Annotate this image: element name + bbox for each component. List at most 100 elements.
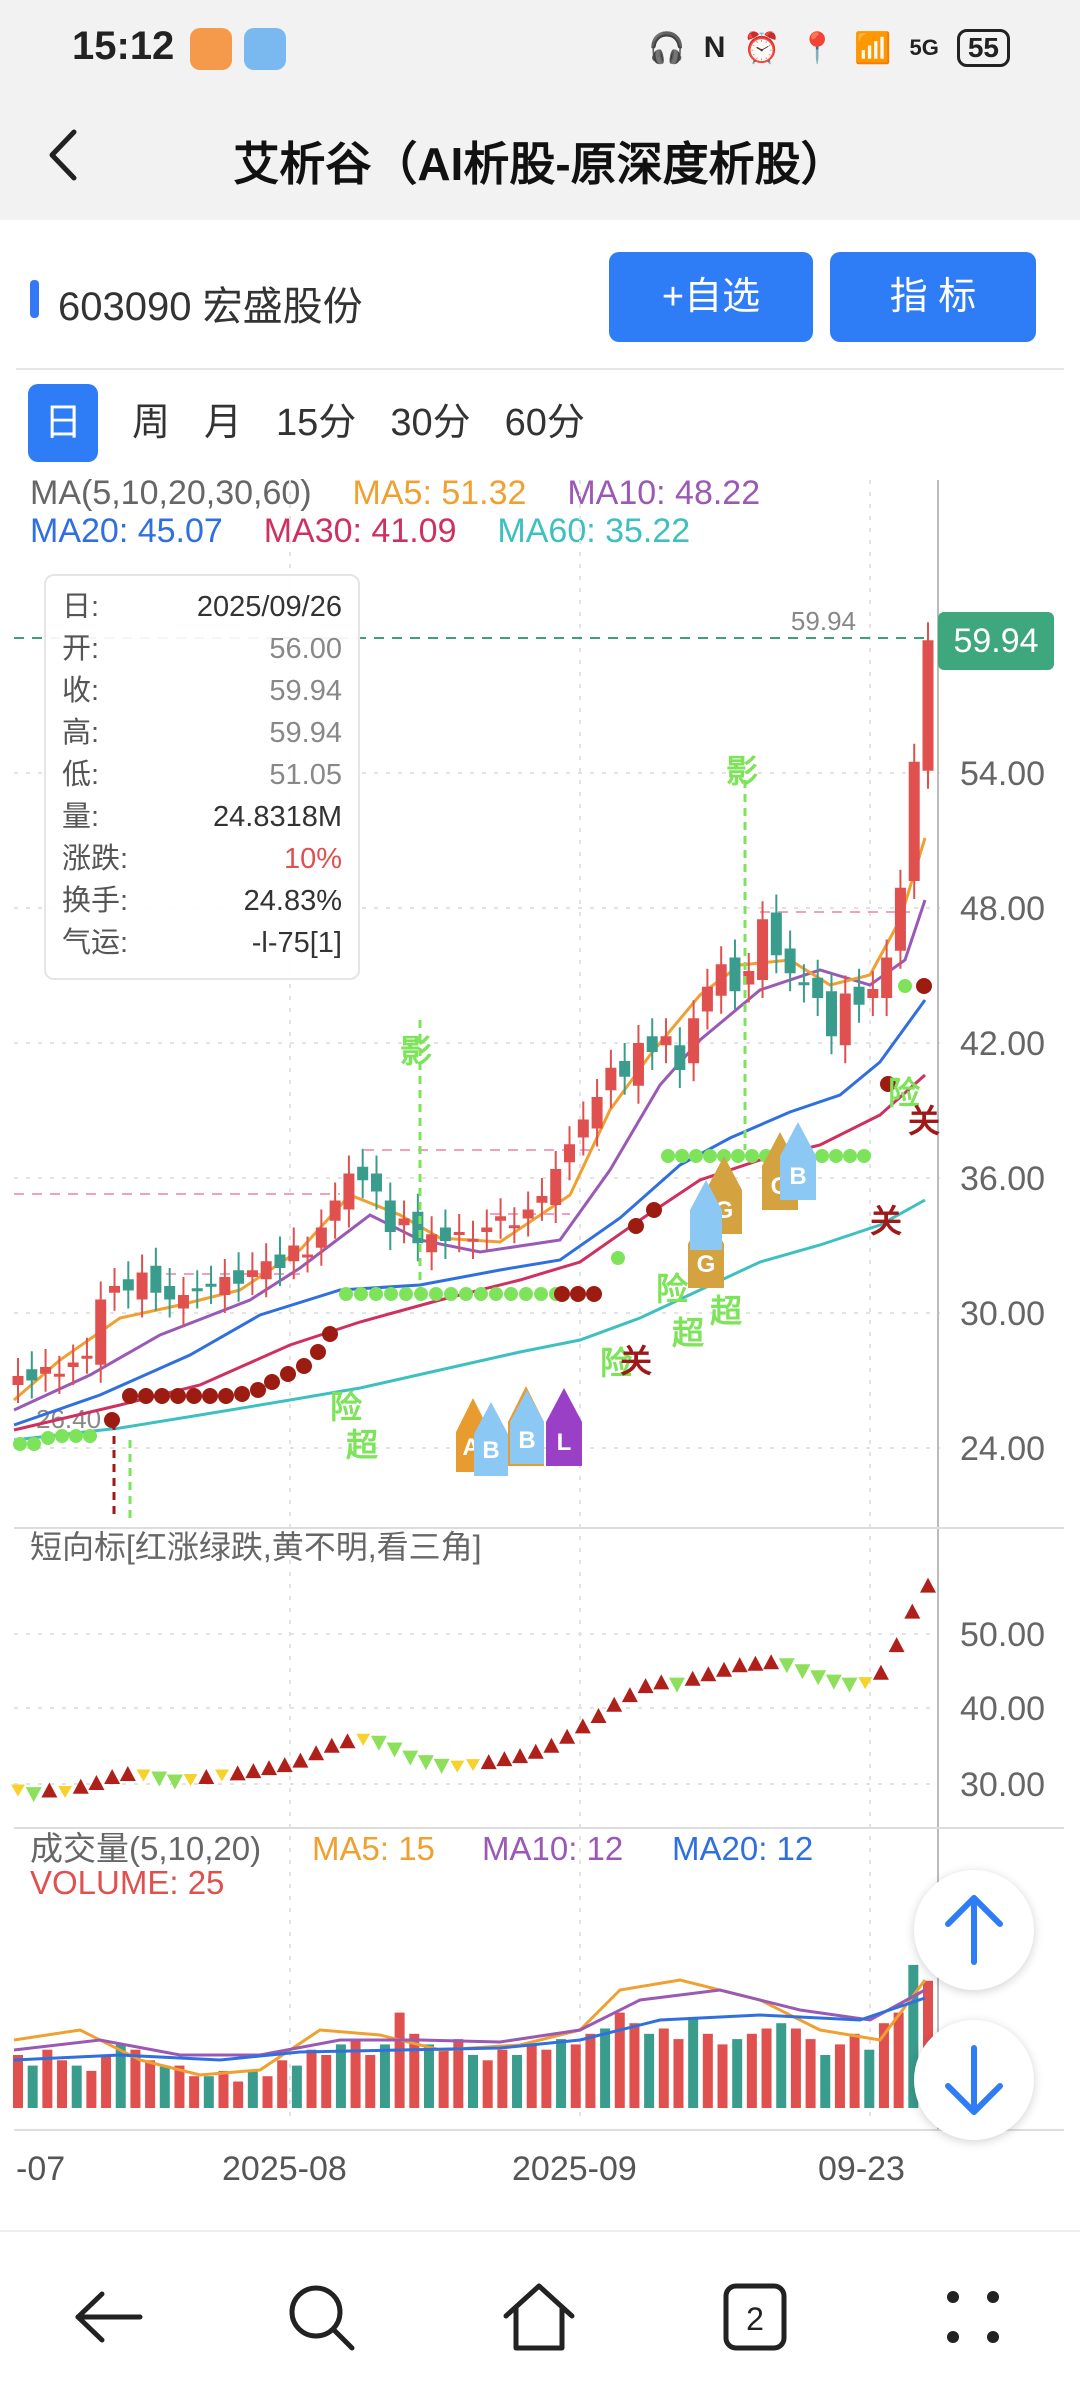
- green-dots: [13, 979, 912, 1451]
- candle-body: [770, 912, 782, 956]
- signal-guan: 关: [908, 1103, 940, 1139]
- volume-bar: [468, 2055, 478, 2108]
- candle-body: [260, 1261, 272, 1280]
- ma5-value: MA5: 51.32: [352, 474, 527, 512]
- candle-body: [536, 1196, 548, 1203]
- support-dot: [55, 1429, 69, 1443]
- pressure-dot: [138, 1388, 154, 1404]
- volume-bar: [893, 2012, 904, 2108]
- tab-month[interactable]: 月: [204, 402, 243, 444]
- volume-bar: [908, 1964, 919, 2108]
- volume-bar: [658, 2028, 669, 2108]
- tab-week[interactable]: 周: [132, 402, 171, 444]
- trend-triangle: [480, 1754, 497, 1770]
- volume-bar: [790, 2028, 801, 2108]
- candle-body: [867, 989, 879, 998]
- add-watchlist-button[interactable]: +自选: [609, 252, 813, 342]
- support-dot: [354, 1287, 368, 1301]
- volume-panel: 成交量(5,10,20) MA5: 15 MA10: 12 MA20: 12 V…: [13, 1830, 933, 2108]
- volume-bar: [203, 2076, 214, 2108]
- volume-bar: [688, 2017, 699, 2108]
- trend-triangle: [166, 1774, 183, 1790]
- kline-chart[interactable]: 59.94 59.94 26.40 54.00 48.00 42.00 36.0…: [0, 470, 1080, 2190]
- scroll-up-button[interactable]: [914, 1870, 1034, 1990]
- support-dot: [504, 1287, 518, 1301]
- support-dot: [731, 1149, 745, 1163]
- ma30-value: MA30: 41.09: [263, 512, 457, 550]
- volume-bar: [864, 2049, 875, 2108]
- candle-body: [798, 982, 810, 986]
- volume-bar: [115, 2044, 126, 2108]
- short-indicator-panel: 短向标[红涨绿跌,黄不明,看三角] 50.00 40.00 30.00: [11, 1529, 1045, 1804]
- ma20-value: MA20: 45.07: [30, 512, 223, 550]
- candle-body: [894, 887, 906, 951]
- volume-bar: [673, 2039, 684, 2108]
- red-dots: [104, 978, 932, 1428]
- candle-body: [426, 1234, 438, 1253]
- candle-body: [508, 1225, 520, 1229]
- price-tick: 48.00: [960, 890, 1045, 928]
- signal-markers: 影 影 险 超 险 险 超 超 险 关 关 关: [112, 753, 940, 1520]
- candle-body: [481, 1227, 493, 1232]
- volume-bar: [600, 2028, 611, 2108]
- nav-home-icon[interactable]: [494, 2272, 584, 2362]
- ma60-line: [13, 1198, 926, 1442]
- volume-bar: [717, 2044, 728, 2108]
- tab-60min[interactable]: 60分: [504, 402, 585, 444]
- trend-triangle: [88, 1775, 105, 1790]
- volume-bar: [761, 2028, 772, 2108]
- volume-bar: [570, 2044, 581, 2108]
- trend-triangle: [716, 1661, 733, 1677]
- trend-triangle: [841, 1677, 858, 1693]
- trend-triangle: [621, 1687, 638, 1703]
- candle-body: [177, 1295, 189, 1309]
- abgl-flags: A B B B L G G G B: [456, 1122, 816, 1476]
- support-dot: [689, 1149, 703, 1163]
- indicator-button[interactable]: 指 标: [830, 252, 1036, 342]
- vol-ma10: MA10: 12: [482, 1830, 623, 1867]
- tab-15min[interactable]: 15分: [276, 402, 357, 444]
- wifi-icon: 📶: [854, 31, 892, 65]
- volume-bar: [335, 2044, 346, 2108]
- low-label: 26.40: [36, 1404, 101, 1434]
- nav-more-icon[interactable]: [928, 2272, 1018, 2362]
- ohlc-info-box: 日: 2025/09/26 开: 56.00 收: 59.94 高: 59.94 低: 5…: [44, 574, 360, 980]
- bottom-nav: 2: [0, 2230, 1080, 2400]
- signal-guan: 关: [870, 1203, 902, 1239]
- tab-day[interactable]: 日: [28, 384, 98, 462]
- support-dot: [745, 1149, 759, 1163]
- svg-text:B: B: [482, 1437, 499, 1464]
- nav-back-icon[interactable]: [62, 2272, 152, 2362]
- trend-triangle: [119, 1766, 136, 1782]
- volume-bar: [556, 2039, 567, 2108]
- pressure-dot: [202, 1388, 218, 1404]
- nav-search-icon[interactable]: [276, 2272, 366, 2362]
- last-price-badge: [938, 612, 1054, 670]
- pressure-dot: [154, 1388, 170, 1404]
- candle-body: [384, 1200, 396, 1232]
- tab-30min[interactable]: 30分: [390, 402, 471, 444]
- candle-body: [246, 1270, 258, 1277]
- pressure-dot: [234, 1386, 250, 1402]
- trend-triangle: [810, 1670, 827, 1686]
- pressure-dot: [264, 1374, 280, 1390]
- trend-triangle: [763, 1654, 780, 1670]
- nav-tabs-icon[interactable]: 2: [710, 2272, 800, 2362]
- candle-body: [274, 1254, 286, 1268]
- vol-ma5: MA5: 15: [312, 1830, 435, 1867]
- support-dot: [843, 1149, 857, 1163]
- pressure-dot: [554, 1286, 570, 1302]
- volume-bar: [805, 2039, 816, 2108]
- back-icon[interactable]: [36, 120, 96, 190]
- scroll-down-button[interactable]: [914, 2020, 1034, 2140]
- stock-accent-bar: [30, 280, 39, 318]
- trend-triangle: [700, 1666, 717, 1682]
- trend-triangle: [637, 1678, 654, 1694]
- candle-body: [150, 1265, 162, 1293]
- last-price-label: 59.94: [953, 622, 1038, 660]
- trend-triangle: [543, 1737, 560, 1753]
- date-tick: 09-23: [818, 2150, 905, 2188]
- candle-body: [922, 640, 934, 771]
- volume-bar: [233, 2081, 244, 2108]
- trend-triangle: [261, 1760, 278, 1776]
